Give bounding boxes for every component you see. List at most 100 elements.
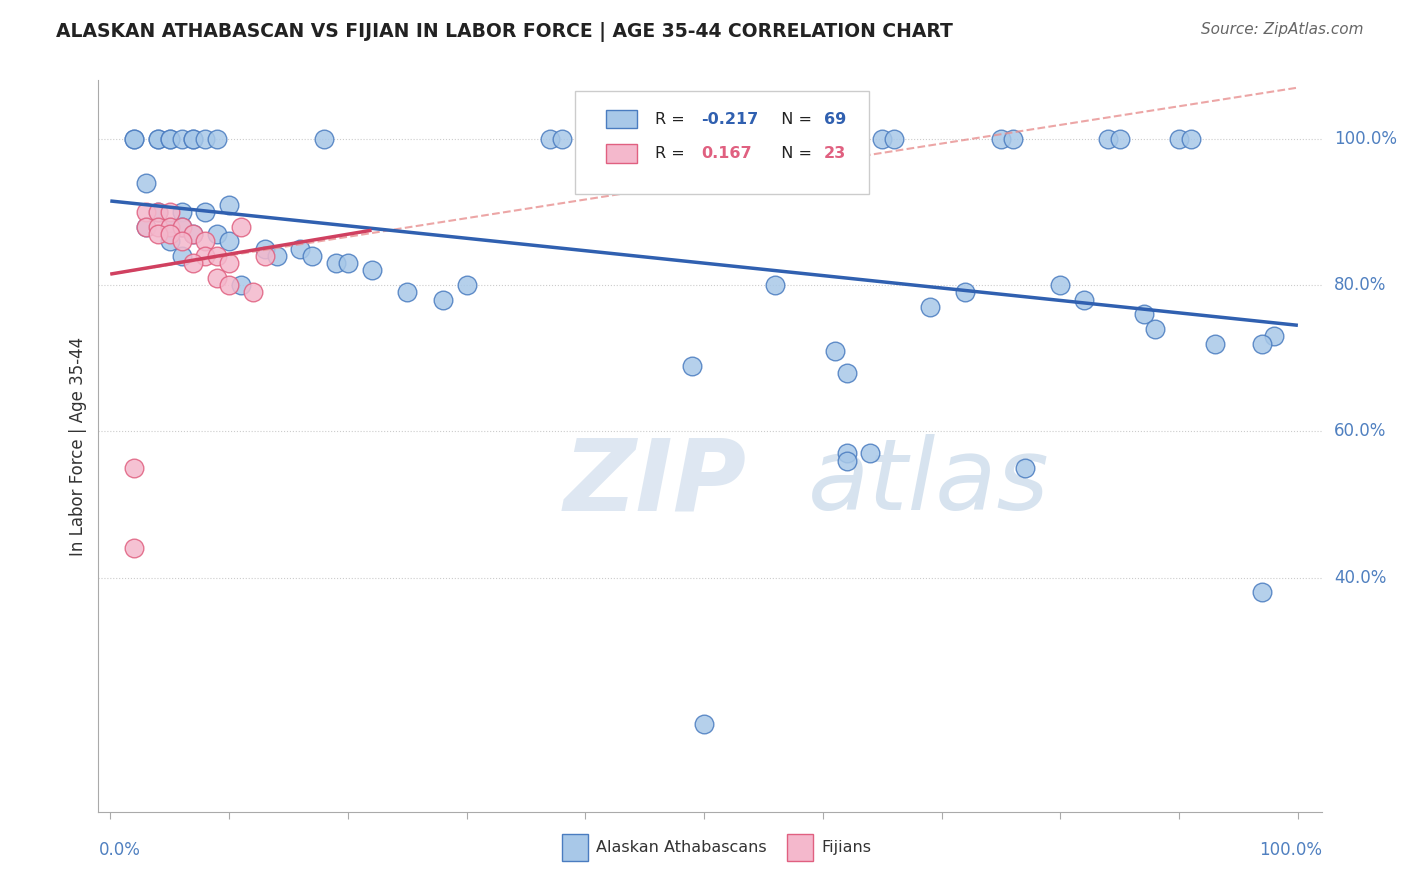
Point — [194, 205, 217, 219]
Point — [170, 219, 193, 234]
Point — [205, 270, 228, 285]
Point — [122, 541, 145, 556]
Point — [253, 242, 276, 256]
Point — [135, 205, 157, 219]
Text: 0.0%: 0.0% — [98, 841, 141, 859]
Point — [598, 132, 620, 146]
Point — [159, 132, 181, 146]
Point — [763, 278, 786, 293]
Point — [1073, 293, 1095, 307]
Point — [301, 249, 323, 263]
Point — [194, 234, 217, 248]
Point — [1097, 132, 1119, 146]
Point — [242, 285, 264, 300]
Point — [194, 132, 217, 146]
Point — [1180, 132, 1202, 146]
Point — [146, 132, 169, 146]
Point — [122, 461, 145, 475]
Point — [859, 446, 882, 460]
Text: Alaskan Athabascans: Alaskan Athabascans — [596, 840, 766, 855]
Point — [1263, 329, 1285, 343]
Point — [1251, 336, 1274, 351]
Point — [955, 285, 977, 300]
Point — [159, 234, 181, 248]
Point — [159, 132, 181, 146]
Point — [159, 205, 181, 219]
Text: ZIP: ZIP — [564, 434, 747, 531]
Text: 100.0%: 100.0% — [1258, 841, 1322, 859]
Point — [835, 366, 858, 380]
Point — [183, 227, 205, 241]
Point — [205, 249, 228, 263]
Text: N =: N = — [772, 146, 817, 161]
Point — [1001, 132, 1024, 146]
Text: Source: ZipAtlas.com: Source: ZipAtlas.com — [1201, 22, 1364, 37]
Point — [990, 132, 1012, 146]
Y-axis label: In Labor Force | Age 35-44: In Labor Force | Age 35-44 — [69, 336, 87, 556]
Point — [312, 132, 335, 146]
Text: ALASKAN ATHABASCAN VS FIJIAN IN LABOR FORCE | AGE 35-44 CORRELATION CHART: ALASKAN ATHABASCAN VS FIJIAN IN LABOR FO… — [56, 22, 953, 42]
Point — [1168, 132, 1191, 146]
Point — [824, 343, 846, 358]
Bar — [606, 145, 637, 162]
Text: R =: R = — [655, 146, 690, 161]
Point — [741, 132, 763, 146]
Text: -0.217: -0.217 — [702, 112, 759, 127]
Point — [1251, 585, 1274, 599]
Point — [290, 242, 312, 256]
Text: 80.0%: 80.0% — [1334, 277, 1386, 294]
Text: Fijians: Fijians — [821, 840, 872, 855]
Point — [835, 453, 858, 467]
Point — [170, 205, 193, 219]
Point — [218, 197, 240, 211]
Point — [159, 219, 181, 234]
Point — [205, 227, 228, 241]
Text: N =: N = — [772, 112, 817, 127]
Point — [218, 234, 240, 248]
Point — [396, 285, 419, 300]
Point — [170, 249, 193, 263]
Point — [218, 256, 240, 270]
Point — [122, 132, 145, 146]
Text: atlas: atlas — [808, 434, 1049, 531]
Point — [135, 219, 157, 234]
FancyBboxPatch shape — [575, 91, 869, 194]
Point — [266, 249, 288, 263]
Point — [1132, 307, 1154, 321]
Point — [146, 227, 169, 241]
Point — [325, 256, 347, 270]
Point — [183, 256, 205, 270]
Point — [1014, 461, 1036, 475]
Text: 100.0%: 100.0% — [1334, 130, 1398, 148]
Point — [336, 256, 359, 270]
Point — [253, 249, 276, 263]
Point — [170, 234, 193, 248]
Bar — [606, 110, 637, 128]
Point — [610, 132, 633, 146]
Point — [146, 205, 169, 219]
Point — [146, 205, 169, 219]
Point — [135, 176, 157, 190]
Point — [229, 219, 252, 234]
Point — [360, 263, 382, 277]
Point — [456, 278, 478, 293]
Point — [229, 278, 252, 293]
Text: 69: 69 — [824, 112, 846, 127]
Point — [183, 132, 205, 146]
Point — [918, 300, 941, 314]
Point — [1049, 278, 1071, 293]
Text: 23: 23 — [824, 146, 846, 161]
Point — [218, 278, 240, 293]
Point — [205, 132, 228, 146]
Point — [146, 132, 169, 146]
Point — [170, 219, 193, 234]
Point — [122, 132, 145, 146]
Point — [183, 132, 205, 146]
Text: R =: R = — [655, 112, 690, 127]
Point — [621, 132, 644, 146]
Point — [159, 227, 181, 241]
Text: 60.0%: 60.0% — [1334, 423, 1386, 441]
Point — [693, 717, 716, 731]
Point — [883, 132, 905, 146]
Point — [870, 132, 893, 146]
